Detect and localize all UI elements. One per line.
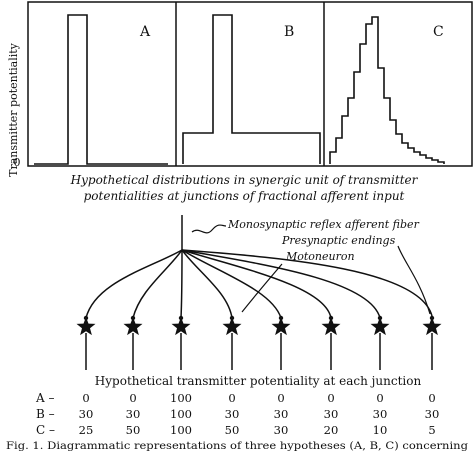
table-cell: 30	[225, 407, 240, 421]
motoneuron-body	[123, 317, 143, 336]
motoneuron-body	[422, 317, 442, 336]
table-cell: 0	[327, 391, 334, 405]
motoneuron-body	[321, 317, 341, 336]
y-tick-zero: 0	[14, 156, 21, 169]
table-cell: 30	[126, 407, 141, 421]
motoneuron-label: Motoneuron	[285, 250, 355, 263]
table-cell: 100	[170, 423, 192, 437]
table-cell: 5	[428, 423, 435, 437]
table-cell: 30	[425, 407, 440, 421]
afferent-fiber	[85, 215, 433, 319]
motoneuron-body	[271, 317, 291, 336]
presynaptic-ending	[377, 315, 383, 321]
caption-line-1: Hypothetical distributions in synergic u…	[70, 173, 419, 187]
table-cell: 30	[274, 423, 289, 437]
panel-a: A	[34, 14, 168, 165]
table-cell: 30	[79, 407, 94, 421]
panel-a-distribution	[34, 14, 168, 165]
branch-1	[85, 249, 183, 319]
presynaptic-ending	[130, 315, 136, 321]
motoneurons	[76, 315, 442, 370]
table-header: Hypothetical transmitter potentiality at…	[95, 374, 422, 388]
presynaptic-ending	[229, 315, 235, 321]
figure-caption: Fig. 1. Diagrammatic representations of …	[6, 440, 468, 452]
branch-7	[181, 249, 381, 319]
motoneuron-4	[222, 315, 242, 370]
table-cell: 100	[170, 391, 192, 405]
motoneuron-body	[222, 317, 242, 336]
branch-2	[132, 249, 183, 319]
table-row-label: A –	[35, 391, 54, 405]
panel-c-distribution	[329, 16, 445, 164]
panels-frame	[27, 1, 473, 167]
table-cell: 0	[277, 391, 284, 405]
table-cell: 30	[324, 407, 339, 421]
fiber-label: Monosynaptic reflex afferent fiber	[227, 218, 420, 231]
motoneuron-body	[370, 317, 390, 336]
table-cell: 0	[376, 391, 383, 405]
table-cell: 20	[324, 423, 339, 437]
table-cell: 30	[274, 407, 289, 421]
presynaptic-ending	[328, 315, 334, 321]
motoneuron-5	[271, 315, 291, 370]
table-cell: 50	[225, 423, 240, 437]
branch-8	[181, 249, 433, 317]
motoneuron-body	[76, 317, 96, 336]
table-cell: 50	[126, 423, 141, 437]
motoneuron-body	[171, 317, 191, 336]
motoneuron-pointer	[241, 263, 283, 313]
caption-line-2: potentialities at junctions of fractiona…	[84, 189, 405, 203]
presynaptic-ending	[83, 315, 89, 321]
panel-c: C	[329, 16, 445, 164]
presynaptic-pointer	[397, 245, 431, 315]
table-cell: 0	[129, 391, 136, 405]
potentiality-table: A – 0 0 100 0 0 0 0 0 B – 30 30 100 30 30 30 30 30 C – 25 50…	[35, 391, 439, 437]
table-cell: 0	[228, 391, 235, 405]
motoneuron-1	[76, 315, 96, 370]
table-cell: 30	[373, 407, 388, 421]
motoneuron-8	[422, 315, 442, 370]
presynaptic-ending	[429, 315, 435, 321]
table-cell: 0	[82, 391, 89, 405]
panel-a-label: A	[139, 24, 151, 40]
annotation-pointers	[191, 224, 431, 315]
branch-3	[180, 249, 183, 319]
panel-b-distribution	[182, 14, 321, 164]
branch-4	[181, 249, 233, 319]
motoneuron-6	[321, 315, 341, 370]
table-row-label: C –	[36, 423, 55, 437]
table-cell: 0	[428, 391, 435, 405]
motoneuron-7	[370, 315, 390, 370]
presynaptic-ending	[178, 315, 184, 321]
presynaptic-ending	[278, 315, 284, 321]
table-row-label: B –	[36, 407, 55, 421]
table-cell: 100	[170, 407, 192, 421]
panel-b: B	[182, 14, 321, 164]
presynaptic-label: Presynaptic endings	[281, 234, 396, 247]
y-axis-label: Transmitter potentiality	[7, 42, 20, 177]
motoneuron-3	[171, 315, 191, 370]
table-cell: 10	[373, 423, 388, 437]
branch-6	[181, 249, 332, 319]
fiber-pointer	[191, 224, 227, 234]
branch-5	[181, 249, 282, 319]
table-cell: 25	[79, 423, 94, 437]
motoneuron-2	[123, 315, 143, 370]
panel-b-label: B	[284, 24, 294, 40]
panel-c-label: C	[433, 24, 444, 40]
